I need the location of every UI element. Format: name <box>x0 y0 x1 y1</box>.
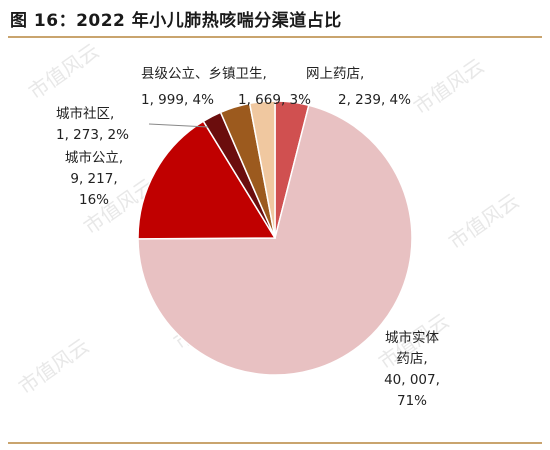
slice-label: 16% <box>79 192 109 208</box>
watermark-text: 市值风云 <box>14 334 93 400</box>
page-title: 图 16：2022 年小儿肺热咳喘分渠道占比 <box>10 11 342 31</box>
slice-label: 城市社区, <box>56 105 114 122</box>
leader-line <box>148 123 209 128</box>
slice-label: 城市实体 <box>385 329 439 346</box>
watermark-text: 市值风云 <box>444 189 523 255</box>
slice-label: 县级公立、乡镇卫生, <box>141 66 267 82</box>
leader-lines <box>148 123 209 128</box>
bottom-divider <box>8 442 542 444</box>
pie-slice <box>248 100 276 239</box>
watermark-text: 市值风云 <box>409 54 488 120</box>
slice-label: 71% <box>397 393 427 409</box>
pie-slice <box>137 120 277 240</box>
slice-label: 1, 669, 3% <box>238 92 311 108</box>
slice-label: 城市公立, <box>65 149 123 166</box>
slice-label: 药店, <box>396 351 427 367</box>
pie-slice <box>137 104 413 376</box>
pie-slices <box>137 100 413 376</box>
slice-label: 9, 217, <box>70 171 117 187</box>
slice-label: 1, 273, 2% <box>56 127 129 143</box>
slice-label: 40, 007, <box>384 372 440 388</box>
slice-label: 1, 999, 4% <box>141 92 214 108</box>
title-divider <box>8 36 542 38</box>
slice-label: 网上药店, <box>306 66 364 82</box>
watermark-text: 市值风云 <box>24 39 103 105</box>
slice-label: 2, 239, 4% <box>338 92 411 108</box>
